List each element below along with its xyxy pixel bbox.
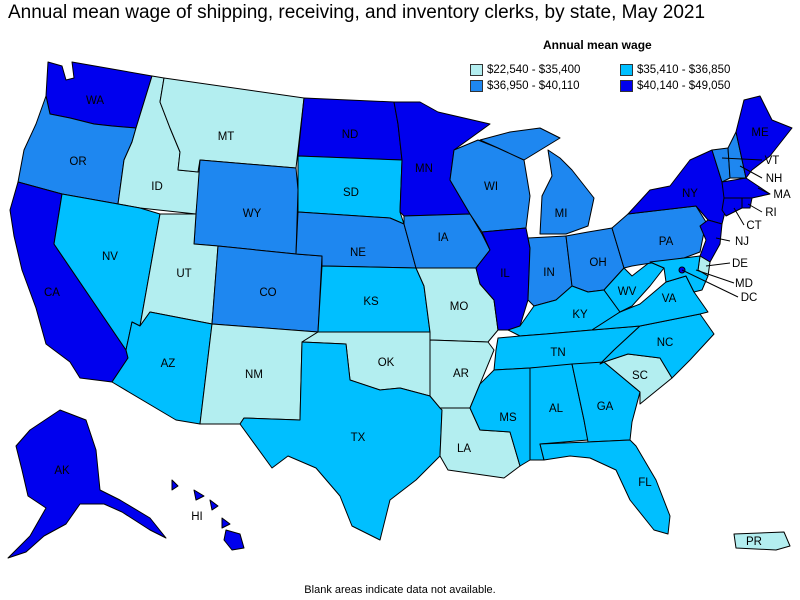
label-KY: KY bbox=[572, 309, 588, 321]
label-CT: CT bbox=[746, 220, 761, 232]
state-ME[interactable] bbox=[735, 95, 793, 179]
label-FL: FL bbox=[638, 477, 652, 489]
callout-NH bbox=[739, 165, 763, 179]
label-MA: MA bbox=[773, 189, 791, 201]
state-NJ[interactable] bbox=[699, 219, 723, 263]
label-AR: AR bbox=[453, 368, 469, 380]
state-WY[interactable] bbox=[193, 159, 299, 255]
label-MT: MT bbox=[218, 131, 235, 143]
state-AK[interactable] bbox=[7, 409, 167, 559]
state-CT[interactable] bbox=[721, 197, 743, 217]
state-MD[interactable] bbox=[649, 255, 709, 293]
legend-item-2: $35,410 - $36,850 bbox=[620, 64, 770, 76]
label-MS: MS bbox=[499, 412, 517, 424]
label-RI: RI bbox=[765, 207, 777, 219]
label-CO: CO bbox=[259, 287, 276, 299]
legend-label-1: $22,540 - $35,400 bbox=[487, 64, 581, 76]
label-PR: PR bbox=[746, 536, 762, 548]
label-DE: DE bbox=[732, 258, 748, 270]
label-AL: AL bbox=[549, 403, 564, 415]
label-PA: PA bbox=[659, 236, 674, 248]
label-NE: NE bbox=[350, 247, 366, 259]
state-MI[interactable] bbox=[539, 149, 595, 235]
label-WA: WA bbox=[86, 95, 104, 107]
state-HI[interactable] bbox=[171, 479, 245, 551]
label-AK: AK bbox=[54, 465, 70, 477]
legend-label-3: $36,950 - $40,110 bbox=[487, 80, 580, 92]
state-MT[interactable] bbox=[159, 77, 305, 173]
label-TX: TX bbox=[351, 432, 366, 444]
legend-label-4: $40,140 - $49,050 bbox=[637, 80, 731, 92]
legend-item-4: $40,140 - $49,050 bbox=[620, 80, 770, 92]
label-ME: ME bbox=[751, 127, 769, 139]
state-RI[interactable] bbox=[741, 197, 753, 209]
label-WY: WY bbox=[243, 208, 262, 220]
state-TX[interactable] bbox=[239, 341, 443, 541]
legend-swatch-3 bbox=[470, 80, 483, 92]
label-ND: ND bbox=[342, 129, 359, 141]
label-OH: OH bbox=[589, 257, 606, 269]
state-MI-UP[interactable] bbox=[479, 127, 561, 161]
label-KS: KS bbox=[363, 296, 379, 308]
label-HI: HI bbox=[191, 511, 203, 523]
label-NJ: NJ bbox=[735, 236, 749, 248]
label-OR: OR bbox=[69, 156, 86, 168]
label-NC: NC bbox=[657, 337, 674, 349]
state-AZ[interactable] bbox=[111, 311, 213, 425]
label-TN: TN bbox=[550, 347, 565, 359]
label-VA: VA bbox=[662, 293, 677, 305]
label-AZ: AZ bbox=[161, 358, 176, 370]
label-IL: IL bbox=[500, 268, 510, 280]
legend-title: Annual mean wage bbox=[543, 38, 652, 52]
label-DC: DC bbox=[741, 292, 758, 304]
callout-RI bbox=[747, 203, 763, 213]
callout-NJ bbox=[715, 237, 731, 242]
label-NY: NY bbox=[682, 188, 698, 200]
label-GA: GA bbox=[597, 401, 614, 413]
label-MN: MN bbox=[415, 163, 433, 175]
callout-MA bbox=[757, 187, 771, 195]
label-ID: ID bbox=[151, 181, 163, 193]
legend: Annual mean wage $22,540 - $35,400 $35,4… bbox=[470, 38, 790, 92]
state-PR[interactable] bbox=[733, 531, 791, 551]
label-SD: SD bbox=[343, 187, 359, 199]
label-IN: IN bbox=[543, 267, 555, 279]
legend-label-2: $35,410 - $36,850 bbox=[637, 64, 731, 76]
state-MA[interactable] bbox=[721, 177, 771, 199]
label-MO: MO bbox=[450, 301, 469, 313]
state-FL[interactable] bbox=[539, 439, 671, 535]
label-WV: WV bbox=[618, 286, 637, 298]
legend-swatch-1 bbox=[470, 64, 483, 76]
callout-DE bbox=[705, 262, 731, 267]
label-VT: VT bbox=[765, 155, 780, 167]
legend-item-1: $22,540 - $35,400 bbox=[470, 64, 620, 76]
footnote: Blank areas indicate data not available. bbox=[304, 584, 496, 596]
label-OK: OK bbox=[378, 357, 395, 369]
label-SC: SC bbox=[632, 370, 648, 382]
page-title: Annual mean wage of shipping, receiving,… bbox=[8, 2, 706, 23]
callout-DC bbox=[681, 269, 739, 298]
label-NH: NH bbox=[766, 173, 783, 185]
callout-VT bbox=[721, 157, 763, 161]
label-IA: IA bbox=[438, 232, 449, 244]
label-MI: MI bbox=[555, 208, 568, 220]
legend-item-3: $36,950 - $40,110 bbox=[470, 80, 620, 92]
legend-swatch-4 bbox=[620, 80, 633, 92]
callout-MD bbox=[695, 269, 735, 284]
legend-swatch-2 bbox=[620, 64, 633, 76]
label-NM: NM bbox=[245, 369, 263, 381]
label-WI: WI bbox=[484, 181, 498, 193]
label-UT: UT bbox=[176, 268, 191, 280]
label-NV: NV bbox=[102, 251, 118, 263]
label-LA: LA bbox=[457, 443, 471, 455]
callout-CT bbox=[733, 207, 745, 226]
label-CA: CA bbox=[44, 287, 60, 299]
label-MD: MD bbox=[735, 278, 753, 290]
state-labels: WA OR CA ID NV MT WY UT AZ CO NM ND SD N… bbox=[44, 95, 791, 548]
